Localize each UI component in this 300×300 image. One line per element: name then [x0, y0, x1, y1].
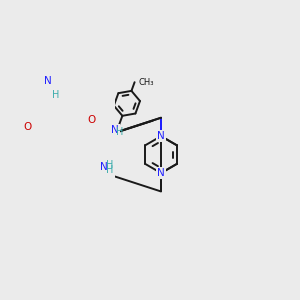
Text: H: H — [106, 160, 113, 170]
Text: H: H — [52, 90, 60, 100]
Text: O: O — [88, 115, 96, 124]
Text: N: N — [100, 162, 108, 172]
Text: O: O — [23, 122, 32, 132]
Text: N: N — [111, 124, 119, 135]
Text: N: N — [157, 168, 165, 178]
Text: N: N — [157, 131, 165, 141]
Text: H: H — [116, 128, 124, 137]
Text: CH₃: CH₃ — [138, 78, 154, 87]
Text: N: N — [44, 76, 51, 86]
Text: H: H — [106, 165, 113, 175]
